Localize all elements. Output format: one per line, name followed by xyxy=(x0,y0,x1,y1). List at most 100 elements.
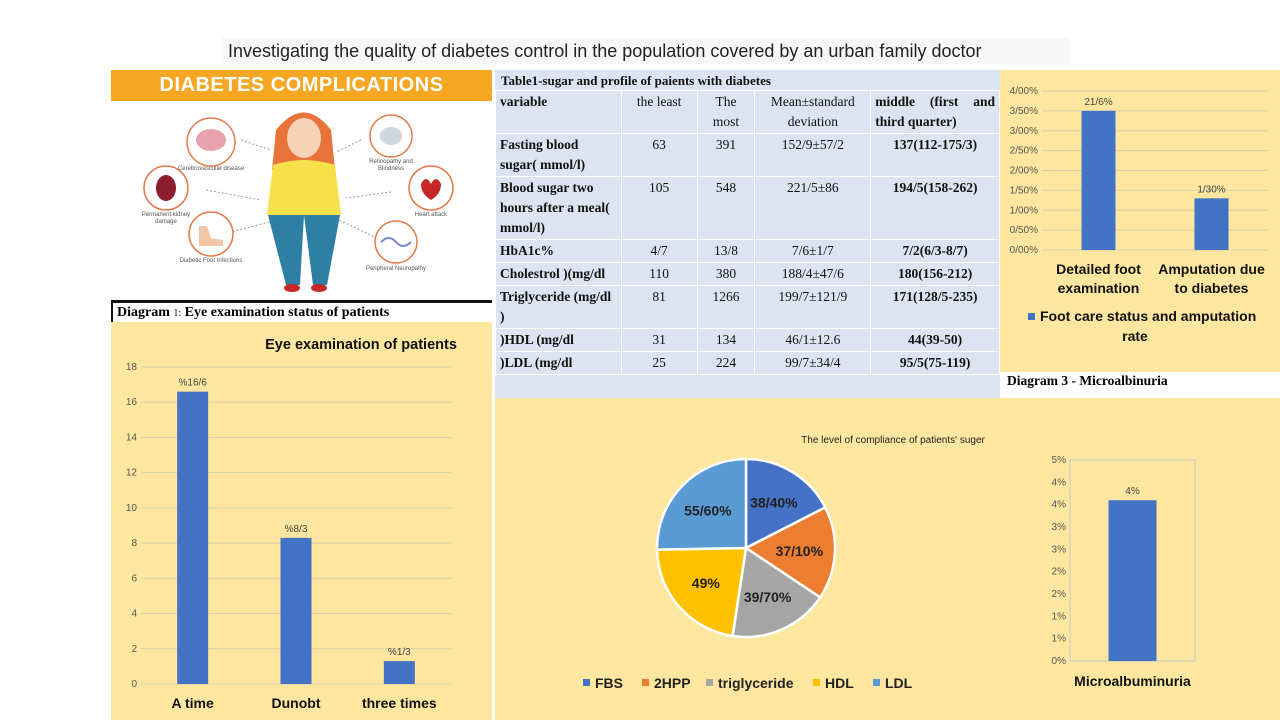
y-tick-label: 3% xyxy=(1052,544,1067,555)
category-label: Detailed foot xyxy=(1056,261,1141,277)
legend-swatch xyxy=(583,679,590,686)
slice-label: 55/60% xyxy=(684,503,732,519)
y-tick-label: 8 xyxy=(131,538,137,549)
label-retinopathy: Retinopathy and Blindness xyxy=(369,159,413,172)
legend-swatch xyxy=(813,679,820,686)
table-row: Cholestrol )(mg/dl 110 380 188/4±47/6 180(15… xyxy=(495,262,1000,286)
y-tick-label: 1/00% xyxy=(1010,205,1038,216)
table-header-cell: the least xyxy=(620,90,698,134)
table-cell: 194/5(158-262) xyxy=(870,176,1000,240)
table-title: Table1-sugar and profile of paients with… xyxy=(501,73,771,88)
table-cell: 7/6±1/7 xyxy=(754,239,872,263)
table-cell: 25 xyxy=(620,351,698,375)
table-cell: 63 xyxy=(620,133,698,177)
legend-swatch xyxy=(706,679,713,686)
legend-label: FBS xyxy=(595,675,623,691)
table-cell: 180(156-212) xyxy=(870,262,1000,286)
table-cell: 224 xyxy=(696,351,756,375)
table-cell: 46/1±12.6 xyxy=(754,328,872,352)
micro-chart-panel: 0% 1% 1% 2% 2% 3% 3% 4% 4% 5% 4% Microalbuminuria xyxy=(1000,389,1280,720)
label-cerebrovascular: Cerebrovascular disease xyxy=(177,166,245,172)
y-tick-label: 0 xyxy=(131,679,137,690)
table-row: )HDL (mg/dl 31 134 46/1±12.6 44(39-50) xyxy=(495,328,1000,352)
y-tick-label: 12 xyxy=(126,468,138,479)
page-title: Investigating the quality of diabetes co… xyxy=(222,38,1070,64)
legend-label: Foot care status and amputation xyxy=(1040,308,1256,324)
diagram3-caption: Diagram 3 - Microalbinuria xyxy=(1003,372,1273,389)
legend-swatch xyxy=(1028,313,1035,320)
bar xyxy=(1081,110,1116,250)
table-cell: 134 xyxy=(696,328,756,352)
category-label: Microalbuminuria xyxy=(1074,673,1191,689)
table-header-row: variable the least The most Mean±standard d… xyxy=(495,90,1000,134)
bar xyxy=(177,391,209,684)
label-kidney: Permanent kidney damage xyxy=(141,212,191,225)
chart-title: The level of compliance of patients' sug… xyxy=(801,435,985,446)
table-cell: 548 xyxy=(696,176,756,240)
table-row: )LDL (mg/dl 25 224 99/7±34/4 95/5(75-119) xyxy=(495,351,1000,375)
legend-label: HDL xyxy=(825,675,854,691)
y-tick-label: 1% xyxy=(1052,634,1067,645)
foot-chart-panel: 0/00% 0/50% 1/00% 1/50% 2/00% 2/50% 3/00% 3/50%… xyxy=(1000,70,1280,372)
slice-label: 38/40% xyxy=(750,494,798,510)
table-cell: HbA1c% xyxy=(495,239,622,263)
table-row: Blood sugar two hours after a meal( mmol… xyxy=(495,176,1000,240)
y-tick-label: 4 xyxy=(131,609,137,620)
table-cell: )LDL (mg/dl xyxy=(495,351,622,375)
pie-slice xyxy=(743,505,837,600)
y-tick-label: 0% xyxy=(1052,656,1067,667)
table-row: Triglyceride (mg/dl ) 81 1266 199/7±121/9 17… xyxy=(495,285,1000,329)
category-label: three times xyxy=(362,695,437,711)
table-cell: 105 xyxy=(620,176,698,240)
bar xyxy=(1194,198,1229,250)
y-tick-label: 2% xyxy=(1052,567,1067,578)
table-cell: )HDL (mg/dl xyxy=(495,328,622,352)
slice-label: 37/10% xyxy=(776,543,824,559)
table-cell: 380 xyxy=(696,262,756,286)
legend-swatch xyxy=(642,679,649,686)
y-tick-label: 0/50% xyxy=(1010,225,1038,236)
table-header-cell: Mean±standard deviation xyxy=(754,90,872,134)
pie-slice xyxy=(731,545,822,639)
microalbuminuria-chart: 0% 1% 1% 2% 2% 3% 3% 4% 4% 5% 4% Microalbuminuria xyxy=(1052,455,1196,689)
y-tick-label: 2/00% xyxy=(1010,166,1038,177)
pie-slice xyxy=(655,546,748,638)
y-tick-label: 4% xyxy=(1052,500,1067,511)
category-label: examination xyxy=(1058,280,1140,296)
pie-slice xyxy=(744,457,827,551)
legend-swatch xyxy=(873,679,880,686)
table-cell: 171(128/5-235) xyxy=(870,285,1000,329)
table-cell: Triglyceride (mg/dl ) xyxy=(495,285,622,329)
pie-slice xyxy=(655,457,748,551)
chart-title: Eye examination of patients xyxy=(265,337,457,353)
y-tick-label: 14 xyxy=(126,432,138,443)
y-tick-label: 0/00% xyxy=(1010,245,1038,256)
label-heart: Heart attack xyxy=(414,212,448,218)
foot-care-chart: 0/00% 0/50% 1/00% 1/50% 2/00% 2/50% 3/00% 3/50%… xyxy=(1010,86,1268,344)
bar xyxy=(383,661,415,684)
y-tick-label: 4% xyxy=(1052,477,1067,488)
table-cell: Cholestrol )(mg/dl xyxy=(495,262,622,286)
y-tick-label: 5% xyxy=(1052,455,1067,466)
table-cell: 391 xyxy=(696,133,756,177)
woman-illustration-icon xyxy=(267,112,341,292)
table-header-cell: The most xyxy=(696,90,756,134)
data-label: 4% xyxy=(1125,486,1140,497)
sugar-compliance-pie-chart: The level of compliance of patients' sug… xyxy=(583,435,986,691)
slice-label: 39/70% xyxy=(744,589,792,605)
y-tick-label: 10 xyxy=(126,503,138,514)
table-cell: 188/4±47/6 xyxy=(754,262,872,286)
table-cell: Blood sugar two hours after a meal( mmol… xyxy=(495,176,622,240)
infographic-illustration xyxy=(143,112,454,292)
table-cell: 44(39-50) xyxy=(870,328,1000,352)
table-row: Fasting blood sugar( mmol/l) 63 391 152/9±5… xyxy=(495,133,1000,177)
category-label: to diabetes xyxy=(1175,280,1249,296)
y-tick-label: 4/00% xyxy=(1010,86,1038,97)
legend-label: rate xyxy=(1122,328,1148,344)
data-label: 21/6% xyxy=(1084,97,1112,108)
pie-chart-panel: The level of compliance of patients' sug… xyxy=(495,398,1280,720)
legend-label: LDL xyxy=(885,675,913,691)
table-cell: 81 xyxy=(620,285,698,329)
table-row: HbA1c% 4/7 13/8 7/6±1/7 7/2(6/3-8/7) xyxy=(495,239,1000,263)
category-label: A time xyxy=(172,695,214,711)
